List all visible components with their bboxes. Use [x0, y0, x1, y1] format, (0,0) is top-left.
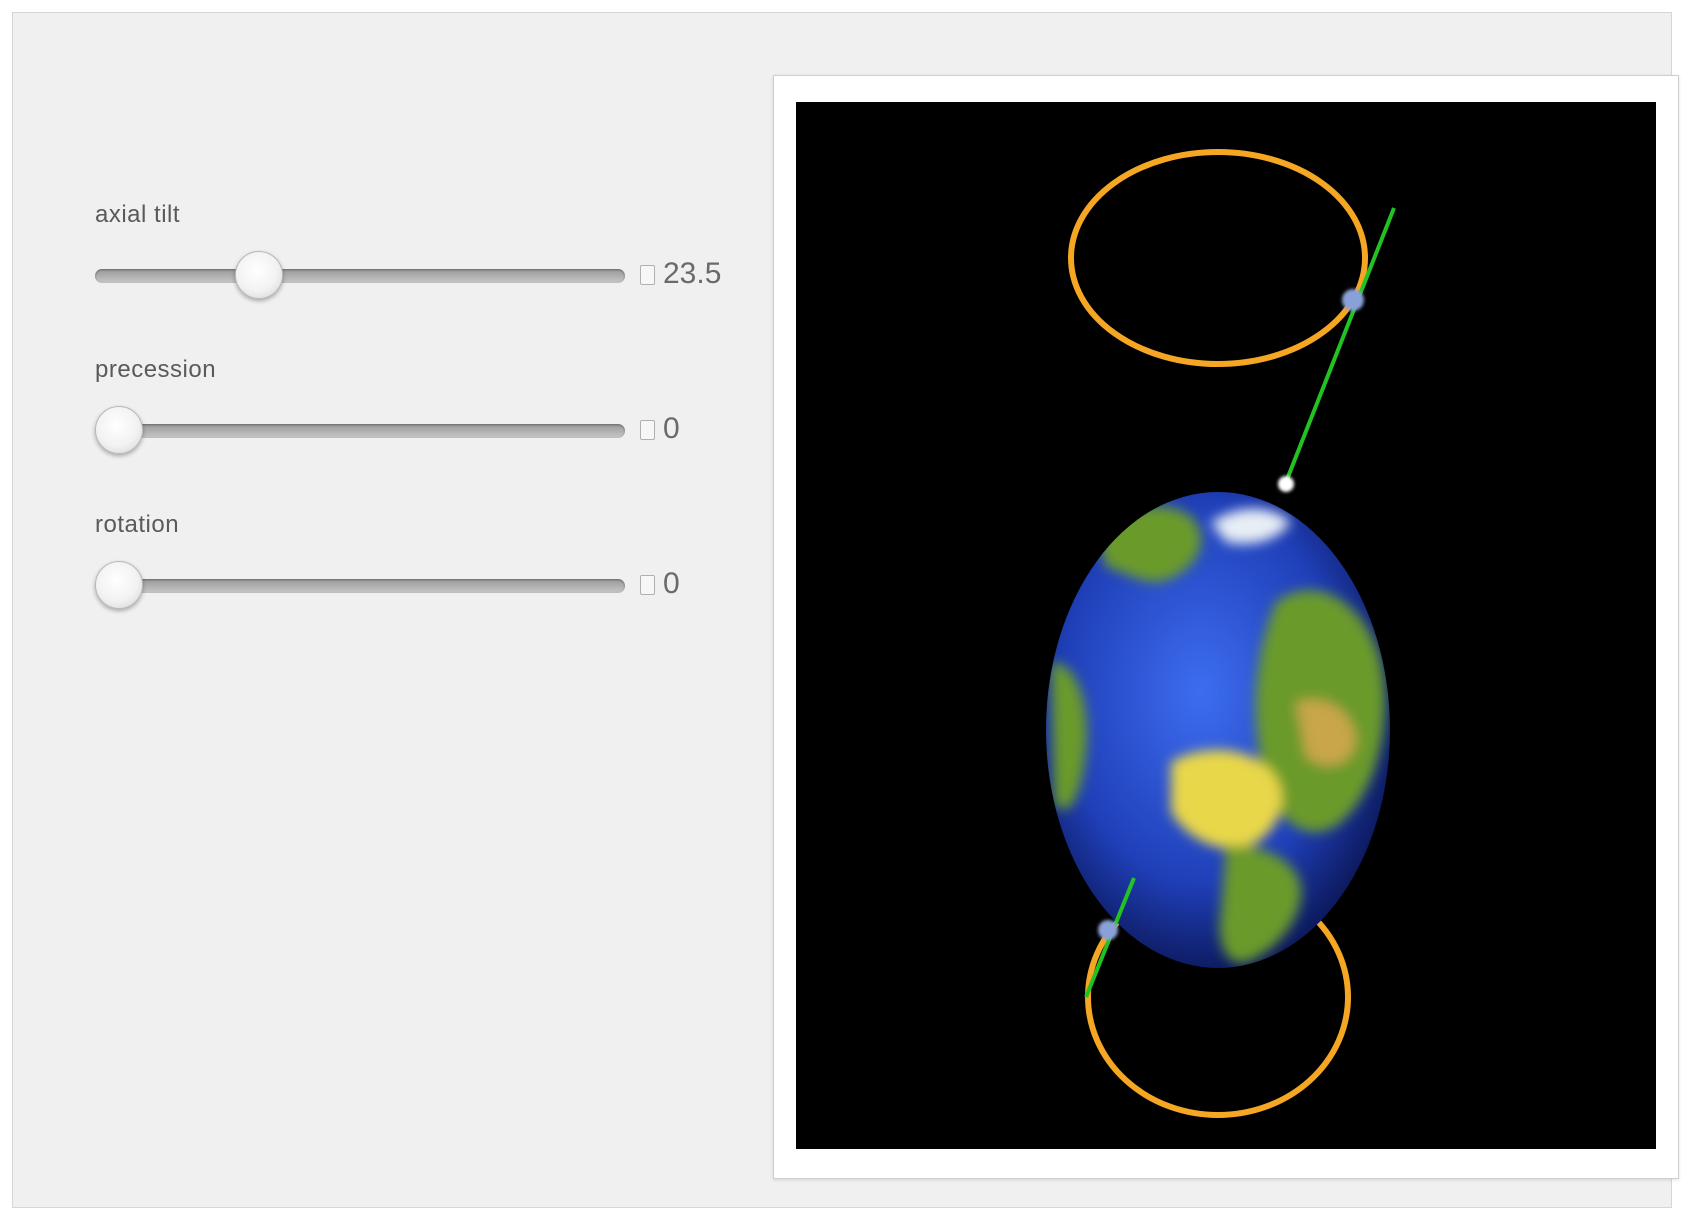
earth-landmasses — [1051, 505, 1386, 963]
axis-upper-segment — [1284, 207, 1396, 483]
axial-tilt-label: axial tilt — [95, 201, 181, 228]
rotation-slider-thumb[interactable] — [95, 561, 143, 609]
precession-value: 0 — [663, 412, 680, 445]
earth-scene-svg — [1046, 149, 1396, 1118]
north-pole-marker — [1278, 476, 1294, 492]
rotation-value: 0 — [663, 567, 680, 600]
lower-axis-marker — [1098, 920, 1118, 940]
graphics-frame — [773, 75, 1679, 1179]
rotation-plus-icon[interactable] — [640, 575, 655, 595]
precession-slider-thumb[interactable] — [95, 406, 143, 454]
precession-slider-track[interactable] — [95, 424, 625, 438]
precession-plus-icon[interactable] — [640, 420, 655, 440]
land-middle-east — [1296, 699, 1356, 766]
axial-tilt-slider-track[interactable] — [95, 269, 625, 283]
earth-scene[interactable] — [796, 102, 1656, 1149]
land-africa — [1219, 846, 1302, 963]
upper-precession-ring — [1068, 149, 1368, 367]
precession-label: precession — [95, 356, 217, 383]
rotation-label: rotation — [95, 511, 180, 538]
axial-tilt-slider-thumb[interactable] — [235, 251, 284, 299]
axial-tilt-plus-icon[interactable] — [640, 265, 655, 285]
rotation-control: rotation 0 — [85, 501, 765, 656]
rotation-slider-track[interactable] — [95, 579, 625, 593]
earth-globe — [1046, 492, 1390, 968]
land-americas-edge — [1051, 662, 1087, 810]
axial-tilt-value: 23.5 — [663, 257, 722, 290]
demonstration-panel: axial tilt 23.5 precession 0 rotation 0 — [12, 12, 1679, 1208]
controls-area: axial tilt 23.5 precession 0 rotation 0 — [85, 191, 765, 656]
precession-control: precession 0 — [85, 346, 765, 501]
upper-axis-marker — [1342, 289, 1364, 311]
axial-tilt-control: axial tilt 23.5 — [85, 191, 765, 346]
land-arctic-ice — [1211, 508, 1291, 544]
land-sahara — [1171, 750, 1282, 849]
